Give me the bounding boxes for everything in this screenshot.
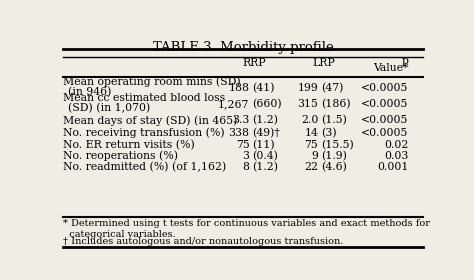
Text: (SD) (in 1,070): (SD) (in 1,070) (68, 103, 151, 113)
Text: (660): (660) (252, 99, 282, 109)
Text: Value*: Value* (373, 63, 408, 73)
Text: (1.9): (1.9) (321, 151, 346, 161)
Text: (11): (11) (252, 140, 275, 150)
Text: 1,267: 1,267 (218, 99, 249, 109)
Text: 8: 8 (243, 162, 249, 172)
Text: (in 946): (in 946) (68, 87, 112, 97)
Text: (15.5): (15.5) (321, 140, 354, 150)
Text: 0.02: 0.02 (384, 140, 408, 150)
Text: <0.0005: <0.0005 (361, 99, 408, 109)
Text: TABLE 3. Morbidity profile: TABLE 3. Morbidity profile (153, 41, 333, 54)
Text: LRP: LRP (312, 58, 335, 68)
Text: 199: 199 (298, 83, 318, 93)
Text: Mean days of stay (SD) (in 465): Mean days of stay (SD) (in 465) (63, 115, 237, 125)
Text: 0.001: 0.001 (377, 162, 408, 172)
Text: (0.4): (0.4) (252, 151, 278, 161)
Text: (186): (186) (321, 99, 350, 109)
Text: * Determined using t tests for continuous variables and exact methods for
  cate: * Determined using t tests for continuou… (63, 220, 430, 239)
Text: No. receiving transfusion (%): No. receiving transfusion (%) (63, 128, 225, 139)
Text: Mean cc estimated blood loss: Mean cc estimated blood loss (63, 94, 225, 104)
Text: 3: 3 (243, 151, 249, 161)
Text: <0.0005: <0.0005 (361, 128, 408, 138)
Text: Mean operating room mins (SD): Mean operating room mins (SD) (63, 77, 240, 87)
Text: 3.3: 3.3 (232, 115, 249, 125)
Text: 75: 75 (304, 140, 318, 150)
Text: (1.5): (1.5) (321, 115, 346, 125)
Text: 0.03: 0.03 (384, 151, 408, 161)
Text: <0.0005: <0.0005 (361, 115, 408, 125)
Text: (1.2): (1.2) (252, 115, 278, 125)
Text: (41): (41) (252, 83, 274, 93)
Text: No. ER return visits (%): No. ER return visits (%) (63, 140, 195, 150)
Text: 75: 75 (236, 140, 249, 150)
Text: 22: 22 (304, 162, 318, 172)
Text: 9: 9 (311, 151, 318, 161)
Text: RRP: RRP (242, 58, 266, 68)
Text: 338: 338 (228, 128, 249, 138)
Text: (4.6): (4.6) (321, 162, 346, 172)
Text: (49)†: (49)† (252, 128, 280, 138)
Text: † Includes autologous and/or nonautologous transfusion.: † Includes autologous and/or nonautologo… (63, 237, 343, 246)
Text: 14: 14 (304, 128, 318, 138)
Text: No. readmitted (%) (of 1,162): No. readmitted (%) (of 1,162) (63, 162, 226, 172)
Text: <0.0005: <0.0005 (361, 83, 408, 93)
Text: (47): (47) (321, 83, 343, 93)
Text: (3): (3) (321, 128, 337, 138)
Text: No. reoperations (%): No. reoperations (%) (63, 151, 178, 161)
Text: 2.0: 2.0 (301, 115, 318, 125)
Text: 188: 188 (228, 83, 249, 93)
Text: (1.2): (1.2) (252, 162, 278, 172)
Text: 315: 315 (297, 99, 318, 109)
Text: p: p (401, 55, 408, 66)
